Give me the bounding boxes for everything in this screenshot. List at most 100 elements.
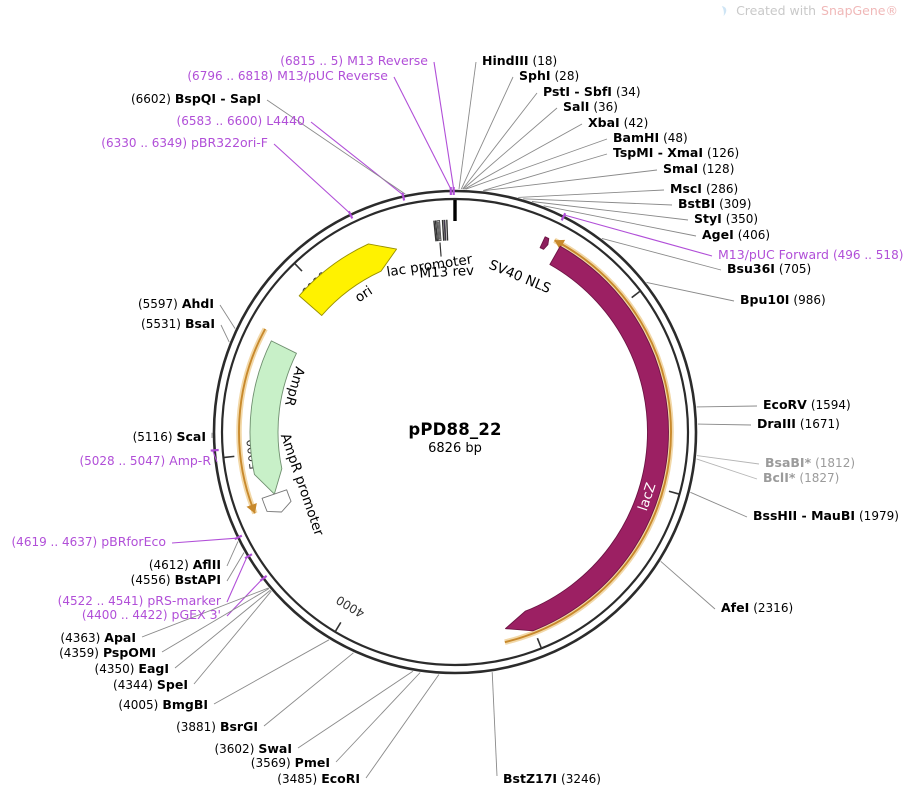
- callout-position: (4619 .. 4637): [11, 535, 98, 549]
- callout-label[interactable]: EcoRV (1594): [763, 398, 851, 413]
- callout-label[interactable]: Bsu36I (705): [727, 262, 811, 277]
- callout-label[interactable]: (4363) ApaI: [60, 631, 136, 646]
- callout-label[interactable]: (4522 .. 4541) pRS-marker: [57, 594, 221, 609]
- leader-line: [193, 590, 272, 685]
- callout-label[interactable]: (6796 .. 6818) M13/pUC Reverse: [187, 69, 388, 84]
- feature-ori: [298, 243, 398, 316]
- callout-label[interactable]: (6330 .. 6349) pBR322ori-F: [101, 135, 268, 151]
- leader-line: [483, 169, 658, 192]
- callout-name: XbaI: [588, 115, 620, 130]
- callout-label[interactable]: (4005) BmgBI: [118, 698, 208, 713]
- callout-name: pBR322ori-F: [190, 135, 268, 150]
- leader-line: [213, 639, 330, 705]
- callout-label[interactable]: (3485) EcoRI: [277, 772, 360, 787]
- callout-name: BstBI: [678, 196, 716, 211]
- callout-label[interactable]: (5116) ScaI: [133, 430, 206, 445]
- callout-name: BssHII - MauBI: [753, 508, 856, 523]
- callout-label[interactable]: Bpu10I (986): [740, 293, 826, 308]
- callout-label[interactable]: (4344) SpeI: [113, 677, 188, 693]
- callout-position: (406): [737, 228, 771, 242]
- feature-lacz: [505, 245, 669, 632]
- leader-line: [226, 557, 248, 603]
- ruler-tick: [334, 621, 342, 632]
- ruler-tick: [536, 637, 542, 648]
- callout-label[interactable]: DraIII (1671): [757, 416, 840, 432]
- callout-label[interactable]: (4612) AflII: [149, 557, 221, 573]
- callout-label[interactable]: BsaBI* (1812): [765, 456, 855, 471]
- callout-label[interactable]: (5028 .. 5047) Amp-R: [79, 454, 211, 469]
- callout-position: (3246): [561, 772, 601, 786]
- callout-label[interactable]: (3881) BsrGI: [176, 720, 258, 735]
- callout-label[interactable]: (3602) SwaI: [214, 741, 292, 757]
- callout-label[interactable]: (4556) BstAPI: [131, 573, 221, 588]
- plasmid-length: 6826 bp: [428, 441, 482, 456]
- leader-line: [310, 121, 404, 196]
- callout-label[interactable]: (5531) BsaI: [141, 317, 215, 332]
- callout-label[interactable]: SphI (28): [519, 68, 579, 84]
- callout-position: (5597): [137, 297, 178, 311]
- feature-ampr: [249, 340, 297, 495]
- callout-label[interactable]: (6602) BspQI - SapI: [131, 92, 261, 107]
- callout-label[interactable]: (4359) PspOMI: [59, 646, 156, 661]
- callout-label[interactable]: StyI (350): [694, 212, 759, 227]
- plasmid-name: pPD88_22: [408, 420, 502, 439]
- callout-label[interactable]: SalI (36): [563, 100, 618, 115]
- leader-line: [171, 537, 237, 544]
- callout-position: (128): [702, 162, 735, 176]
- callout-name: EagI: [138, 661, 169, 676]
- callout-name: AflII: [192, 557, 221, 572]
- leader-line: [212, 450, 218, 463]
- callout-name: SphI: [519, 68, 551, 83]
- callout-position: (48): [663, 131, 688, 145]
- feature-tick: [244, 553, 253, 560]
- leader-line: [263, 652, 354, 727]
- callout-name: SwaI: [258, 741, 292, 756]
- callout-label[interactable]: BssHII - MauBI (1979): [753, 508, 899, 524]
- callout-label[interactable]: (5597) AhdI: [137, 297, 214, 312]
- callout-label[interactable]: BstBI (309): [678, 196, 751, 212]
- leader-line: [458, 61, 477, 190]
- orf-arc: [504, 239, 672, 644]
- callout-position: (3602): [214, 742, 255, 756]
- plasmid-center-title: pPD88_22 6826 bp: [325, 420, 585, 456]
- callout-label[interactable]: SmaI (128): [663, 162, 735, 177]
- callout-position: (36): [593, 100, 618, 114]
- callout-name: M13 Reverse: [347, 53, 428, 68]
- callout-position: (1827): [799, 471, 840, 485]
- callout-label[interactable]: PstI - SbfI (34): [543, 85, 641, 100]
- feature-label-ampr-promoter: AmpR promoter: [277, 431, 327, 538]
- callout-position: (4359): [59, 646, 99, 660]
- callout-label[interactable]: XbaI (42): [588, 115, 648, 131]
- callout-label[interactable]: TspMI - XmaI (126): [613, 146, 739, 161]
- leader-line: [174, 589, 271, 669]
- callout-name: SpeI: [156, 677, 188, 692]
- leader-line: [297, 670, 414, 749]
- callout-label[interactable]: M13/pUC Forward (496 .. 518): [718, 248, 903, 263]
- callout-label[interactable]: (4350) EagI: [95, 661, 169, 677]
- callout-label[interactable]: HindIII (18): [482, 54, 557, 69]
- callout-label[interactable]: MscI (286): [670, 182, 738, 197]
- callout-label[interactable]: BclI* (1827): [763, 471, 840, 486]
- callout-label[interactable]: (3569) PmeI: [251, 755, 330, 771]
- leader-line: [543, 205, 697, 237]
- mcs-feature-bar: [443, 219, 447, 241]
- callout-name: pGEX 3': [171, 607, 221, 622]
- callout-name: PmeI: [294, 755, 330, 770]
- callout-position: (4522 .. 4541): [57, 594, 144, 608]
- callout-name: DraIII: [757, 416, 796, 431]
- callout-label[interactable]: (6815 .. 5) M13 Reverse: [280, 53, 428, 69]
- callout-label[interactable]: AgeI (406): [702, 228, 771, 243]
- watermark-brand: SnapGene®: [821, 3, 898, 18]
- leader-line: [161, 588, 270, 653]
- callout-label[interactable]: BamHI (48): [613, 131, 688, 146]
- callout-label[interactable]: (4400 .. 4422) pGEX 3': [82, 607, 221, 623]
- callout-label[interactable]: (6583 .. 6600) L4440: [177, 114, 305, 129]
- callout-position: (1979): [859, 509, 899, 523]
- callout-label[interactable]: (4619 .. 4637) pBRforEco: [11, 535, 167, 550]
- snapgene-watermark: Created with SnapGene®: [720, 3, 898, 18]
- callout-label[interactable]: AfeI (2316): [721, 601, 793, 616]
- mcs-feature-bar: [433, 220, 437, 242]
- callout-position: (350): [725, 212, 759, 226]
- callout-label[interactable]: BstZ17I (3246): [503, 772, 601, 787]
